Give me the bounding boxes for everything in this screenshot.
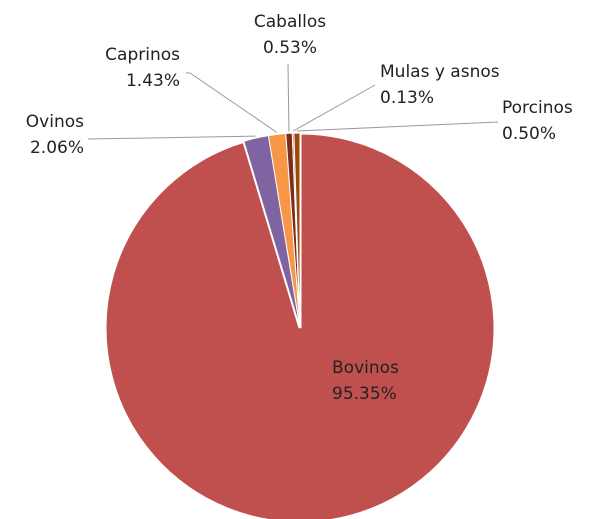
leader-line [87,135,256,140]
pie-slice [293,132,301,329]
slice-value: 95.35% [332,384,397,404]
slice-value: 0.50% [502,124,556,144]
slice-label: Caprinos [105,45,180,65]
leader-line [287,63,290,132]
leader-line [292,84,376,132]
slice-value: 0.13% [380,88,434,108]
pie-slice [103,131,497,519]
slice-label: Mulas y asnos [380,62,500,82]
leader-line [186,72,278,133]
slice-value: 1.43% [126,71,180,91]
slice-value: 2.06% [30,138,84,158]
slice-label: Ovinos [26,112,84,132]
slice-label: Caballos [254,12,326,32]
leader-line [296,121,499,132]
slice-label: Bovinos [332,358,399,378]
slice-label: Porcinos [502,98,573,118]
slice-value: 0.53% [263,38,317,58]
